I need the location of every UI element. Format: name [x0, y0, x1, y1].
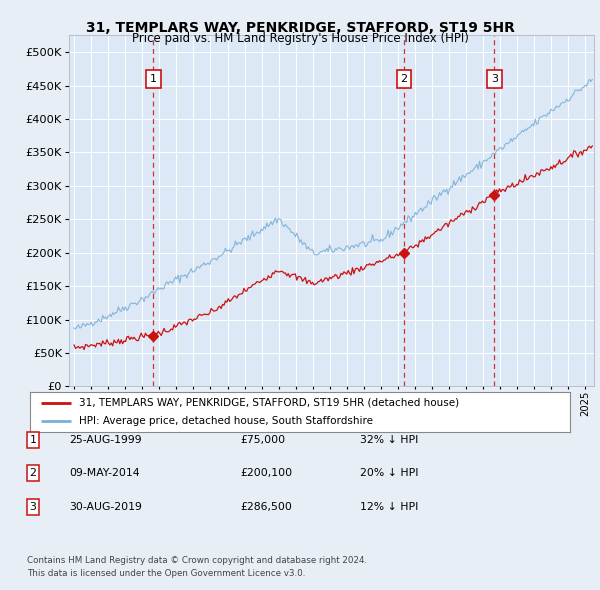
Text: £75,000: £75,000: [240, 435, 285, 444]
Text: HPI: Average price, detached house, South Staffordshire: HPI: Average price, detached house, Sout…: [79, 416, 373, 426]
Text: 12% ↓ HPI: 12% ↓ HPI: [360, 502, 418, 512]
Text: 32% ↓ HPI: 32% ↓ HPI: [360, 435, 418, 444]
Text: 1: 1: [29, 435, 37, 444]
Text: 2: 2: [29, 468, 37, 478]
Text: This data is licensed under the Open Government Licence v3.0.: This data is licensed under the Open Gov…: [27, 569, 305, 578]
Text: Contains HM Land Registry data © Crown copyright and database right 2024.: Contains HM Land Registry data © Crown c…: [27, 556, 367, 565]
Text: 09-MAY-2014: 09-MAY-2014: [69, 468, 140, 478]
Text: 2: 2: [400, 74, 407, 84]
Text: 3: 3: [29, 502, 37, 512]
Text: 25-AUG-1999: 25-AUG-1999: [69, 435, 142, 444]
Text: 30-AUG-2019: 30-AUG-2019: [69, 502, 142, 512]
Text: 3: 3: [491, 74, 498, 84]
Text: £286,500: £286,500: [240, 502, 292, 512]
Text: 31, TEMPLARS WAY, PENKRIDGE, STAFFORD, ST19 5HR: 31, TEMPLARS WAY, PENKRIDGE, STAFFORD, S…: [86, 21, 514, 35]
Text: 1: 1: [150, 74, 157, 84]
Text: £200,100: £200,100: [240, 468, 292, 478]
Text: 20% ↓ HPI: 20% ↓ HPI: [360, 468, 419, 478]
Text: 31, TEMPLARS WAY, PENKRIDGE, STAFFORD, ST19 5HR (detached house): 31, TEMPLARS WAY, PENKRIDGE, STAFFORD, S…: [79, 398, 459, 408]
Text: Price paid vs. HM Land Registry's House Price Index (HPI): Price paid vs. HM Land Registry's House …: [131, 32, 469, 45]
